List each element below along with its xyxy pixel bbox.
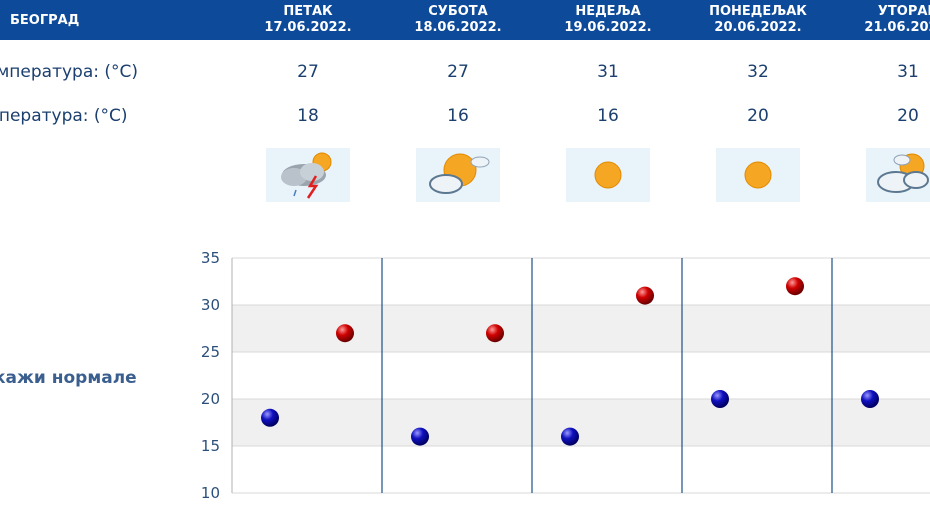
min-temp-value: 16 <box>597 106 619 126</box>
max-temp-value: 32 <box>747 62 769 82</box>
day-date: 18.06.2022. <box>414 20 502 35</box>
sun-icon <box>716 148 800 202</box>
day-date: 17.06.2022. <box>264 20 352 35</box>
max-temp-value: 27 <box>447 62 469 82</box>
max-temp-value: 31 <box>597 62 619 82</box>
min-temp-point <box>561 427 579 446</box>
min-temp-point <box>861 390 879 408</box>
thunderstorm-cloud-sun-icon <box>266 148 350 202</box>
min-temp-value: 20 <box>897 106 919 126</box>
city-name: БЕОГРАД <box>10 13 80 28</box>
y-tick-label: 35 <box>201 249 220 267</box>
max-temp-point <box>486 324 504 343</box>
day-name: ПОНЕДЕЉАК <box>709 4 807 19</box>
y-tick-label: 15 <box>201 437 220 455</box>
day-name: ПЕТАК <box>283 4 333 19</box>
day-date: 19.06.2022. <box>564 20 652 35</box>
day-header-2: СУБОТА 18.06.2022. <box>383 4 533 36</box>
day-name: СУБОТА <box>428 4 488 19</box>
show-normals-link[interactable]: кажи нормале <box>0 368 137 388</box>
day-name: УТОРАК <box>877 4 930 19</box>
max-temp-value: 31 <box>897 62 919 82</box>
min-temp-point <box>261 408 279 427</box>
grid-band <box>232 305 930 352</box>
y-tick-label: 20 <box>201 390 220 408</box>
sun-cloud-icon <box>866 148 930 202</box>
grid-band <box>232 399 930 446</box>
min-temp-point <box>411 427 429 446</box>
max-temp-value: 27 <box>297 62 319 82</box>
min-temp-point <box>711 390 729 408</box>
sun-cloud-icon <box>416 148 500 202</box>
day-header-5: УТОРАК 21.06.2022. <box>833 4 930 36</box>
sun-icon <box>566 148 650 202</box>
day-date: 20.06.2022. <box>714 20 802 35</box>
y-tick-label: 30 <box>201 296 220 314</box>
max-temp-point <box>336 324 354 343</box>
min-temp-value: 16 <box>447 106 469 126</box>
header-bar: БЕОГРАД ПЕТАК 17.06.2022. СУБОТА 18.06.2… <box>0 0 930 40</box>
max-temp-label: емпература: (°C) <box>0 62 139 82</box>
day-date: 21.06.2022. <box>864 20 930 35</box>
max-temp-point <box>636 286 654 305</box>
min-temp-value: 18 <box>297 106 319 126</box>
day-name: НЕДЕЉА <box>575 4 641 19</box>
y-tick-label: 10 <box>201 484 220 502</box>
min-temp-value: 20 <box>747 106 769 126</box>
day-header-4: ПОНЕДЕЉАК 20.06.2022. <box>683 4 833 36</box>
max-temp-point <box>786 277 804 296</box>
min-temp-label: мпература: (°C) <box>0 106 128 126</box>
y-tick-label: 25 <box>201 343 220 361</box>
day-header-1: ПЕТАК 17.06.2022. <box>233 4 383 36</box>
day-header-3: НЕДЕЉА 19.06.2022. <box>533 4 683 36</box>
